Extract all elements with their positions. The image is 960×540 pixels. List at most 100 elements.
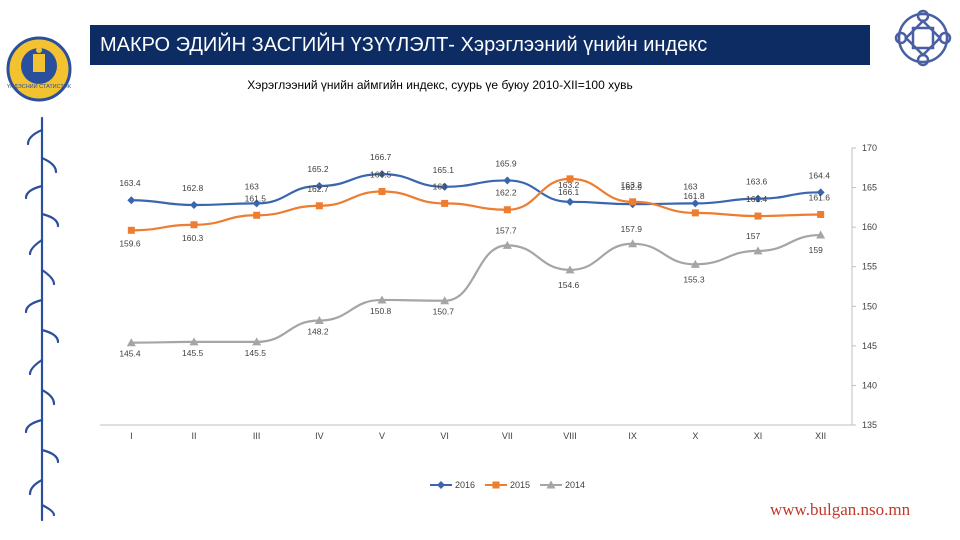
data-point-2014 [314, 316, 324, 325]
y-tick-label: 140 [862, 380, 877, 390]
y-tick-label: 170 [862, 143, 877, 153]
data-label-2016: 163.6 [746, 177, 768, 187]
x-tick-label: XI [754, 431, 763, 441]
data-label-2014: 145.5 [182, 348, 204, 358]
data-label-2015: 163.2 [621, 180, 643, 190]
data-point-2015 [754, 212, 762, 220]
data-point-2016 [190, 200, 198, 209]
data-label-2016: 163 [245, 181, 259, 191]
data-point-2014 [565, 265, 575, 274]
legend-label-2015: 2015 [510, 480, 530, 490]
y-tick-label: 160 [862, 222, 877, 232]
website-link[interactable]: www.bulgan.nso.mn [770, 500, 911, 519]
data-point-2015 [378, 188, 386, 196]
data-point-2014 [189, 337, 199, 346]
data-point-2015 [441, 199, 449, 207]
data-point-2016 [754, 194, 762, 203]
legend-marker-2015 [492, 481, 500, 489]
x-tick-label: IX [628, 431, 637, 441]
data-label-2014: 148.2 [307, 327, 329, 337]
data-point-2015 [629, 198, 637, 206]
data-label-2016: 164.4 [809, 170, 831, 180]
data-label-2014: 157.7 [495, 225, 517, 235]
y-tick-label: 145 [862, 341, 877, 351]
data-label-2016: 162.9 [621, 182, 643, 192]
data-label-2016: 163.4 [119, 178, 141, 188]
y-tick-label: 135 [862, 420, 877, 430]
x-tick-label: V [379, 431, 385, 441]
legend-label-2014: 2014 [565, 480, 585, 490]
data-point-2016 [503, 176, 512, 185]
series-line-2014 [131, 233, 821, 344]
endless-knot-logo-icon [894, 9, 952, 67]
y-tick-label: 155 [862, 262, 877, 272]
data-point-2016 [440, 182, 449, 191]
data-point-2014 [753, 246, 763, 255]
data-label-2014: 159 [809, 245, 823, 255]
data-point-2014 [126, 338, 136, 347]
x-tick-label: VI [440, 431, 449, 441]
legend-marker-2014 [546, 480, 556, 489]
data-point-2016 [378, 170, 386, 179]
data-point-2014 [628, 239, 638, 248]
data-label-2015: 163 [433, 181, 447, 191]
data-point-2014 [377, 295, 387, 304]
series-line-2015 [131, 177, 821, 232]
data-label-2015: 162.2 [495, 188, 517, 198]
data-label-2014: 150.7 [433, 307, 455, 317]
data-point-2015 [691, 209, 699, 217]
data-label-2016: 166.7 [370, 152, 392, 162]
data-label-2014: 157 [746, 231, 760, 241]
data-label-2014: 150.8 [370, 306, 392, 316]
data-point-2015 [190, 221, 198, 229]
y-tick-label: 165 [862, 183, 877, 193]
data-label-2014: 145.5 [245, 348, 267, 358]
legend-marker-2016 [437, 481, 445, 489]
x-tick-label: III [253, 431, 261, 441]
data-label-2014: 157.9 [621, 224, 643, 234]
data-label-2016: 163.2 [558, 180, 580, 190]
data-label-2015: 162.7 [307, 184, 329, 194]
data-label-2016: 165.2 [307, 164, 329, 174]
vertical-mongolian-script-decoration [24, 116, 60, 522]
data-label-2015: 160.3 [182, 233, 204, 243]
x-tick-label: IV [315, 431, 324, 441]
emblem-text: ҮНДЭСНИЙ СТАТИСТИК [7, 82, 72, 90]
x-tick-label: VIII [563, 431, 577, 441]
data-point-2016 [127, 196, 136, 205]
data-label-2015: 161.5 [245, 193, 267, 203]
data-label-2015: 166.1 [558, 187, 580, 197]
data-label-2014: 145.4 [119, 349, 141, 359]
data-point-2015 [817, 210, 825, 218]
legend-label-2016: 2016 [455, 480, 475, 490]
data-point-2014 [690, 259, 700, 268]
data-point-2014 [440, 296, 450, 305]
data-label-2016: 163 [683, 181, 697, 191]
data-point-2015 [253, 211, 261, 219]
series-line-2016 [131, 173, 821, 207]
data-point-2015 [127, 226, 135, 234]
data-point-2015 [566, 175, 574, 183]
data-point-2016 [691, 199, 700, 208]
data-point-2014 [502, 240, 512, 249]
x-tick-label: XII [815, 431, 826, 441]
data-point-2016 [315, 181, 324, 190]
data-label-2015: 161.6 [809, 192, 831, 202]
data-label-2016: 165.1 [433, 165, 455, 175]
data-label-2015: 164.5 [370, 170, 392, 180]
data-label-2015: 159.6 [119, 238, 141, 248]
data-label-2016: 162.8 [182, 183, 204, 193]
data-point-2016 [252, 199, 261, 208]
x-tick-label: X [692, 431, 698, 441]
data-label-2014: 155.3 [683, 274, 705, 284]
data-point-2014 [252, 337, 262, 346]
data-label-2016: 165.9 [495, 158, 517, 168]
chart-title: Хэрэглээний үнийн аймгийн индекс, суурь … [247, 78, 633, 92]
data-point-2016 [566, 197, 574, 206]
data-point-2014 [816, 230, 826, 239]
page-title: МАКРО ЭДИЙН ЗАСГИЙН ҮЗҮҮЛЭЛТ- Хэрэглээни… [90, 25, 870, 65]
mongolia-statistics-emblem-icon: ҮНДЭСНИЙ СТАТИСТИК [6, 36, 72, 102]
left-decorative-strip: ҮНДЭСНИЙ СТАТИСТИК [0, 0, 85, 540]
data-label-2015: 161.8 [683, 191, 705, 201]
